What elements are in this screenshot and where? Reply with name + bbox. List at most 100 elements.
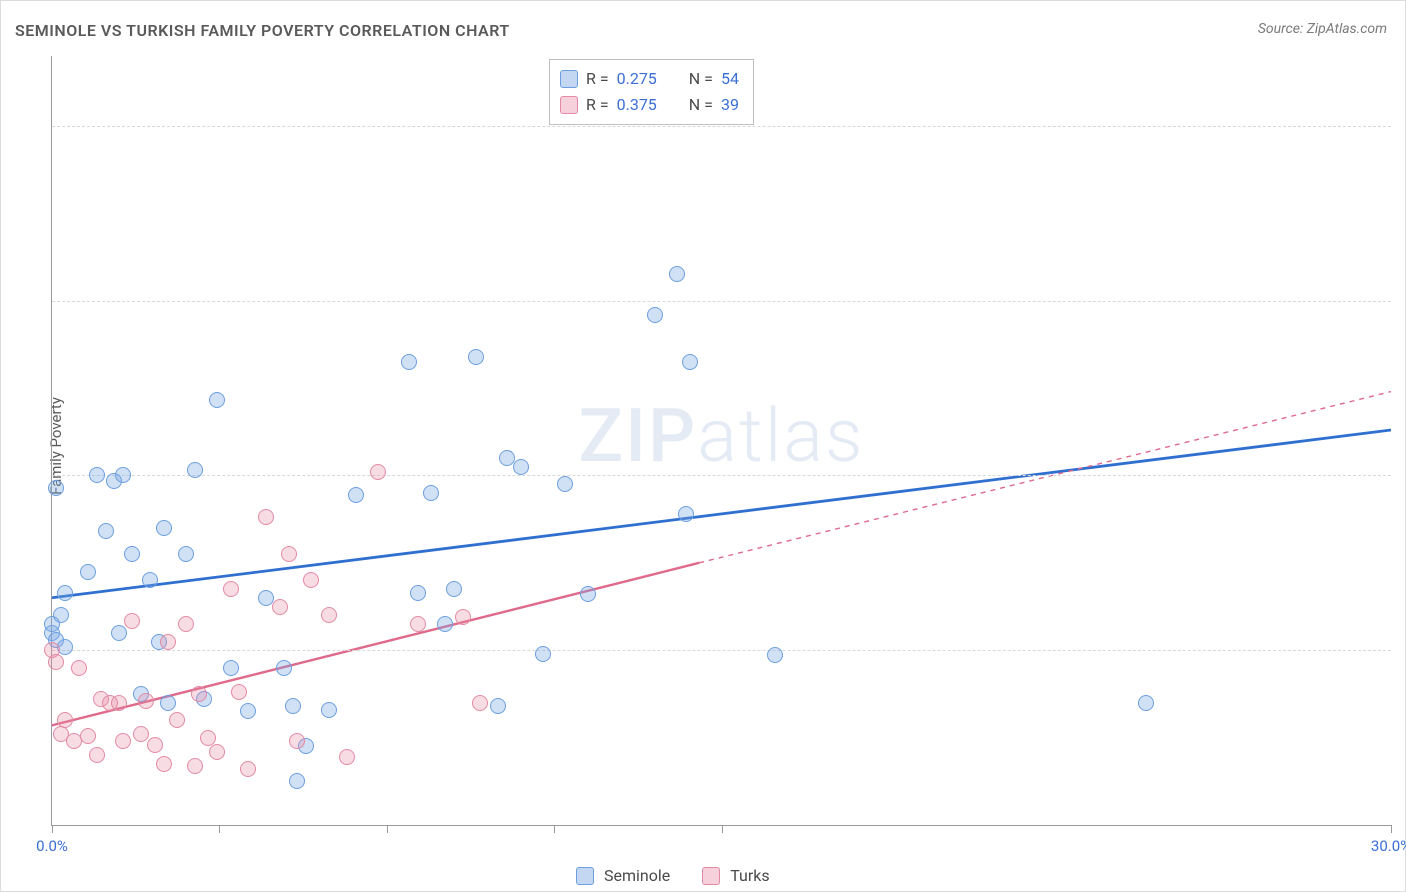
data-point xyxy=(472,695,488,711)
trend-line xyxy=(52,430,1391,598)
trend-line-dashed xyxy=(699,392,1391,563)
data-point xyxy=(240,703,256,719)
data-point xyxy=(209,744,225,760)
data-point xyxy=(160,695,176,711)
data-point xyxy=(223,660,239,676)
y-tick-label: 20.0% xyxy=(1397,466,1406,484)
gridline-h xyxy=(52,301,1391,302)
data-point xyxy=(647,307,663,323)
swatch-blue-icon xyxy=(560,70,578,88)
data-point xyxy=(339,749,355,765)
data-point xyxy=(258,509,274,525)
data-point xyxy=(231,684,247,700)
data-point xyxy=(57,585,73,601)
gridline-h xyxy=(52,126,1391,127)
data-point xyxy=(57,639,73,655)
stat-value-n-seminole: 54 xyxy=(721,66,739,92)
data-point xyxy=(48,654,64,670)
chart-title: SEMINOLE VS TURKISH FAMILY POVERTY CORRE… xyxy=(15,21,510,40)
data-point xyxy=(272,599,288,615)
data-point xyxy=(156,756,172,772)
data-point xyxy=(767,647,783,663)
legend-label-seminole: Seminole xyxy=(604,866,670,885)
data-point xyxy=(115,733,131,749)
data-point xyxy=(124,613,140,629)
data-point xyxy=(80,564,96,580)
data-point xyxy=(48,480,64,496)
watermark-text: ZIPatlas xyxy=(578,393,864,480)
data-point xyxy=(138,693,154,709)
data-point xyxy=(289,773,305,789)
gridline-h xyxy=(52,650,1391,651)
stat-label-n: N = xyxy=(689,66,713,92)
stat-label-r: R = xyxy=(586,66,609,92)
data-point xyxy=(147,737,163,753)
data-point xyxy=(156,520,172,536)
data-point xyxy=(557,476,573,492)
x-tick xyxy=(387,825,388,833)
data-point xyxy=(321,702,337,718)
swatch-blue-icon xyxy=(576,867,594,885)
y-tick-label: 30.0% xyxy=(1397,292,1406,310)
data-point xyxy=(468,349,484,365)
data-point xyxy=(348,487,364,503)
data-point xyxy=(160,634,176,650)
stat-label-r: R = xyxy=(586,92,609,118)
plot-area: ZIPatlas 10.0%20.0%30.0%40.0%0.0%30.0% xyxy=(51,56,1391,826)
data-point xyxy=(410,585,426,601)
data-point xyxy=(98,523,114,539)
legend-label-turks: Turks xyxy=(730,866,769,885)
source-attribution: Source: ZipAtlas.com xyxy=(1258,21,1387,37)
stat-value-r-turks: 0.375 xyxy=(617,92,657,118)
data-point xyxy=(115,467,131,483)
data-point xyxy=(535,646,551,662)
data-point xyxy=(455,609,471,625)
data-point xyxy=(178,616,194,632)
data-point xyxy=(111,695,127,711)
data-point xyxy=(580,586,596,602)
data-point xyxy=(437,616,453,632)
data-point xyxy=(289,733,305,749)
data-point xyxy=(410,616,426,632)
stat-value-r-seminole: 0.275 xyxy=(617,66,657,92)
x-tick xyxy=(554,825,555,833)
swatch-pink-icon xyxy=(702,867,720,885)
data-point xyxy=(446,581,462,597)
x-tick xyxy=(219,825,220,833)
legend-row-turks: R = 0.375 N = 39 xyxy=(560,92,739,118)
data-point xyxy=(142,572,158,588)
data-point xyxy=(57,712,73,728)
data-point xyxy=(187,758,203,774)
x-tick xyxy=(722,825,723,833)
data-point xyxy=(370,464,386,480)
data-point xyxy=(71,660,87,676)
x-tick xyxy=(52,825,53,833)
data-point xyxy=(281,546,297,562)
data-point xyxy=(169,712,185,728)
data-point xyxy=(240,761,256,777)
data-point xyxy=(111,625,127,641)
data-point xyxy=(423,485,439,501)
data-point xyxy=(490,698,506,714)
gridline-h xyxy=(52,475,1391,476)
data-point xyxy=(1138,695,1154,711)
data-point xyxy=(678,506,694,522)
x-tick xyxy=(1391,825,1392,833)
data-point xyxy=(285,698,301,714)
stat-label-n: N = xyxy=(689,92,713,118)
data-point xyxy=(191,686,207,702)
data-point xyxy=(80,728,96,744)
data-point xyxy=(401,354,417,370)
data-point xyxy=(178,546,194,562)
legend-row-seminole: R = 0.275 N = 54 xyxy=(560,66,739,92)
data-point xyxy=(276,660,292,676)
data-point xyxy=(321,607,337,623)
data-point xyxy=(303,572,319,588)
correlation-legend: R = 0.275 N = 54 R = 0.375 N = 39 xyxy=(549,59,754,125)
data-point xyxy=(124,546,140,562)
data-point xyxy=(513,459,529,475)
data-point xyxy=(209,392,225,408)
y-tick-label: 40.0% xyxy=(1397,117,1406,135)
data-point xyxy=(89,467,105,483)
x-tick-label: 0.0% xyxy=(36,837,68,855)
